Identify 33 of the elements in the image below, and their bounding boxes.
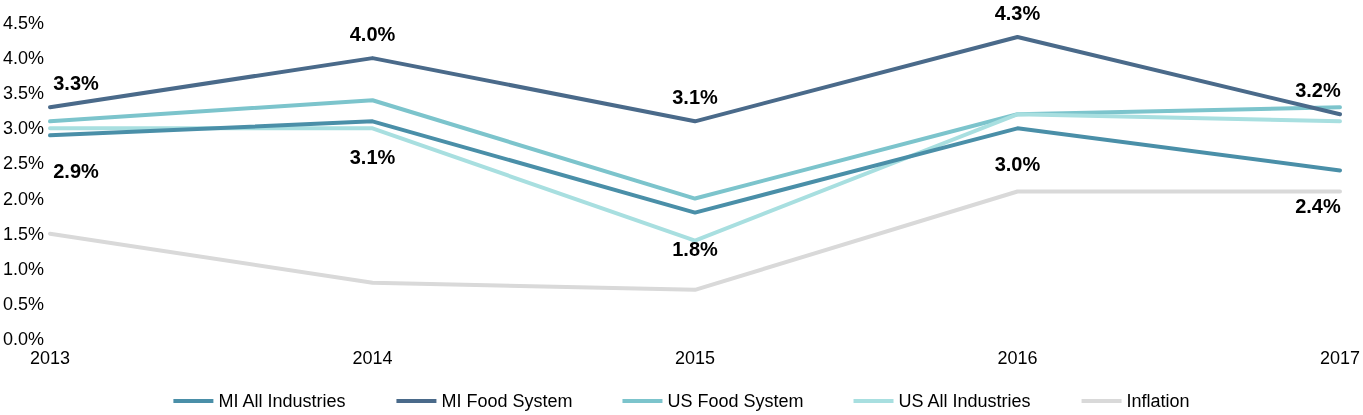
data-label: 3.0% bbox=[994, 153, 1041, 176]
data-label: 3.1% bbox=[349, 146, 396, 169]
data-label: 3.1% bbox=[672, 86, 719, 109]
legend-label: MI Food System bbox=[441, 391, 573, 411]
y-tick-label: 1.0% bbox=[3, 258, 45, 279]
y-tick-label: 4.0% bbox=[3, 48, 45, 69]
y-tick-label: 0.0% bbox=[3, 329, 45, 349]
y-tick-label: 3.5% bbox=[3, 83, 45, 104]
x-tick-label: 2016 bbox=[997, 348, 1038, 368]
legend-label: US All Industries bbox=[898, 391, 1031, 411]
y-tick-label: 2.5% bbox=[3, 153, 45, 174]
data-label: 4.0% bbox=[349, 23, 396, 46]
y-tick-label: 3.0% bbox=[3, 118, 45, 139]
data-label: 3.3% bbox=[53, 72, 100, 95]
y-tick-label: 0.5% bbox=[3, 293, 45, 314]
line-series bbox=[48, 119, 1342, 215]
legend-label: US Food System bbox=[667, 391, 804, 411]
data-label: 2.4% bbox=[1295, 195, 1341, 218]
x-tick-label: 2013 bbox=[30, 348, 71, 368]
x-tick-label: 2017 bbox=[1319, 348, 1360, 368]
legend-label: MI All Industries bbox=[218, 391, 346, 411]
legend-label: Inflation bbox=[1126, 391, 1190, 411]
y-tick-label: 2.0% bbox=[3, 188, 45, 209]
data-label: 4.3% bbox=[994, 2, 1041, 25]
line-series bbox=[48, 112, 1342, 243]
x-tick-label: 2015 bbox=[674, 348, 716, 368]
y-tick-label: 1.5% bbox=[3, 223, 45, 244]
data-label: 3.2% bbox=[1295, 79, 1341, 102]
data-label: 1.8% bbox=[672, 237, 719, 260]
data-label: 2.9% bbox=[53, 160, 100, 183]
x-tick-label: 2014 bbox=[352, 348, 393, 368]
line-series bbox=[48, 189, 1342, 292]
y-tick-label: 4.5% bbox=[3, 13, 45, 33]
